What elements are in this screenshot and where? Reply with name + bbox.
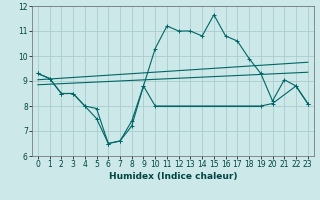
X-axis label: Humidex (Indice chaleur): Humidex (Indice chaleur) <box>108 172 237 181</box>
